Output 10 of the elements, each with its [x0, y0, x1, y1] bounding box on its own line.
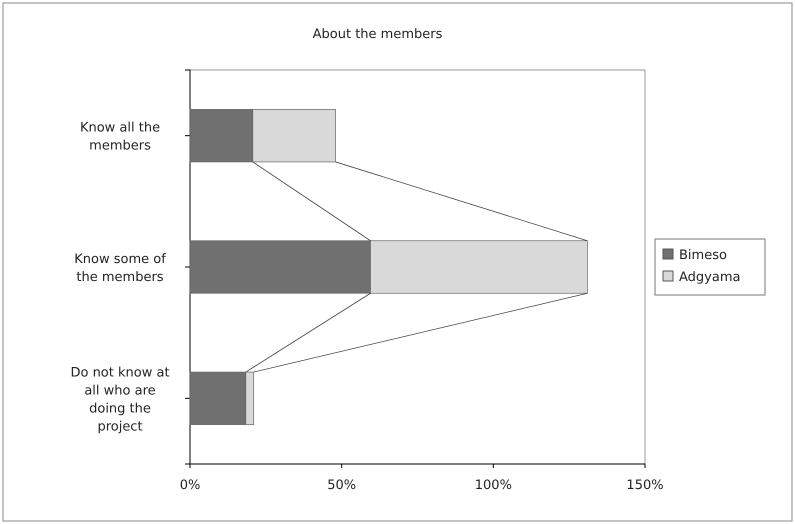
- y-tick-label: Know all the members: [80, 120, 160, 154]
- x-tick-label: 50%: [327, 478, 356, 494]
- x-tick-label: 100%: [474, 478, 512, 494]
- y-tick-label: Know some of the members: [74, 252, 166, 285]
- x-tick-label: 0%: [180, 478, 200, 494]
- chart-title: About the members: [312, 27, 443, 42]
- y-tick-label: Do not know at all who are doing the project: [70, 365, 170, 434]
- x-tick-label: 150%: [626, 478, 664, 494]
- legend-label: Bimeso: [679, 248, 727, 263]
- legend-label: Adgyama: [679, 270, 740, 285]
